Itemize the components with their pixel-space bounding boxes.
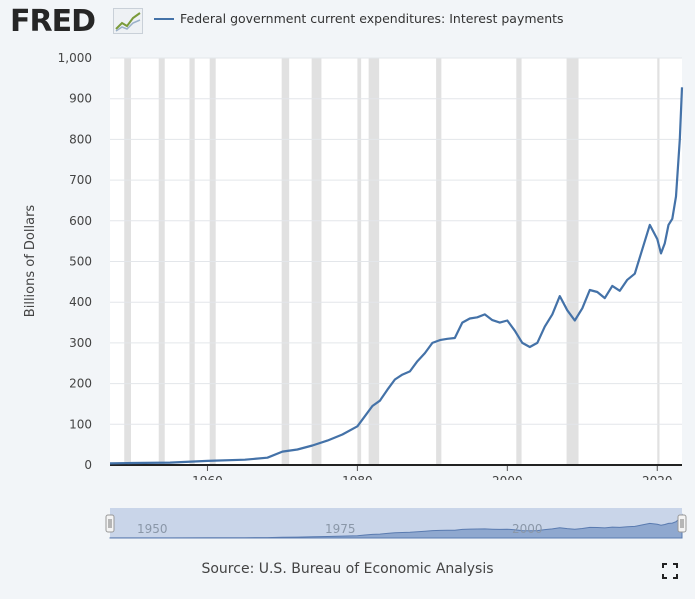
navigator-label-1975: 1975 [325, 522, 356, 536]
y-tick-label-100: 100 [69, 417, 92, 431]
chart-legend[interactable]: Federal government current expenditures:… [154, 11, 564, 26]
legend-label: Federal government current expenditures:… [180, 11, 564, 26]
range-navigator[interactable]: 1950 1975 2000 [0, 506, 695, 542]
y-tick-label-0: 0 [84, 458, 92, 472]
chart-header: FRED Federal government current expendit… [0, 0, 695, 44]
y-tick-label-700: 700 [69, 173, 92, 187]
navigator-label-2000: 2000 [512, 522, 543, 536]
line-chart-icon [113, 8, 143, 34]
y-axis-tick-labels: 0 100 200 300 400 500 600 700 800 900 1,000 [58, 51, 92, 472]
fred-logo[interactable]: FRED [10, 4, 96, 39]
y-tick-label-500: 500 [69, 255, 92, 269]
navigator-series-area [109, 513, 683, 539]
source-note: Source: U.S. Bureau of Economic Analysis [201, 561, 494, 577]
y-tick-label-800: 800 [69, 132, 92, 146]
x-tick-label-2000: 2000 [492, 474, 523, 480]
fullscreen-icon[interactable] [662, 563, 678, 579]
navigator-label-1950: 1950 [137, 522, 168, 536]
y-tick-label-400: 400 [69, 295, 92, 309]
y-tick-label-200: 200 [69, 377, 92, 391]
y-tick-label-900: 900 [69, 92, 92, 106]
navigator-left-handle[interactable] [105, 514, 115, 533]
y-tick-label-600: 600 [69, 214, 92, 228]
series-group [109, 87, 684, 465]
series-line-0[interactable] [109, 87, 684, 465]
legend-swatch [154, 17, 174, 20]
y-tick-label-1000: 1,000 [58, 51, 92, 65]
y-tick-label-300: 300 [69, 336, 92, 350]
gridlines [110, 57, 682, 425]
x-tick-label-2020: 2020 [642, 474, 673, 480]
x-tick-label-1960: 1960 [192, 474, 223, 480]
x-tick-label-1980: 1980 [342, 474, 373, 480]
y-axis-label: Billions of Dollars [23, 205, 38, 318]
x-axis-tick-labels: 1960 1980 2000 2020 [192, 465, 673, 480]
navigator-right-handle[interactable] [677, 514, 687, 533]
